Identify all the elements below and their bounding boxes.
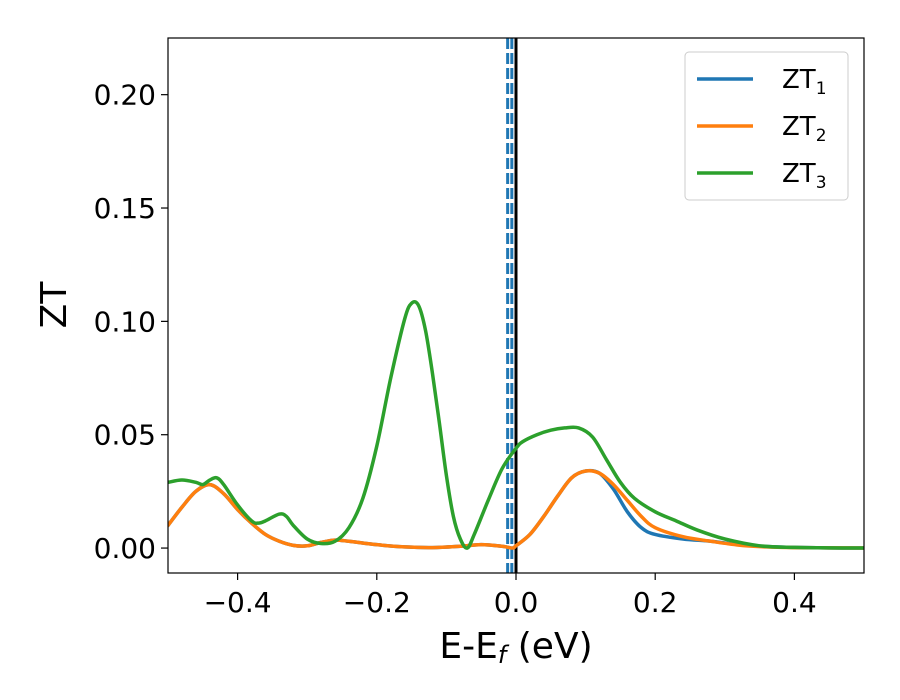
y-tick-label: 0.20 (94, 79, 156, 112)
x-tick-label: −0.4 (204, 586, 272, 619)
y-axis-ticks: 0.00 0.05 0.10 0.15 0.20 (94, 79, 168, 565)
series-group (168, 300, 864, 550)
y-tick-label: 0.10 (94, 305, 156, 338)
y-tick-label: 0.05 (94, 419, 156, 452)
x-tick-label: 0.0 (494, 586, 539, 619)
legend-label-zt1: ZT1 (782, 65, 827, 99)
y-tick-label: 0.00 (94, 532, 156, 565)
x-axis-ticks: −0.4 −0.2 0.0 0.2 0.4 (204, 573, 817, 619)
legend: ZT1 ZT2 ZT3 (684, 51, 849, 201)
x-tick-label: 0.2 (633, 586, 678, 619)
x-tick-label: 0.4 (772, 586, 817, 619)
x-axis-title: E-Ef (eV) (439, 626, 592, 669)
legend-label-zt3: ZT3 (782, 159, 827, 193)
x-axis-title-main: E-E (439, 626, 497, 667)
y-axis-title: ZT (34, 281, 75, 329)
series-line-zt2 (168, 468, 864, 550)
legend-label-zt2: ZT2 (782, 112, 827, 146)
series-line-zt3 (168, 300, 864, 550)
x-tick-label: −0.2 (343, 586, 411, 619)
y-tick-label: 0.15 (94, 192, 156, 225)
vertical-reference-lines (506, 38, 518, 573)
x-axis-title-unit: (eV) (506, 626, 592, 667)
legend-box (684, 51, 849, 201)
